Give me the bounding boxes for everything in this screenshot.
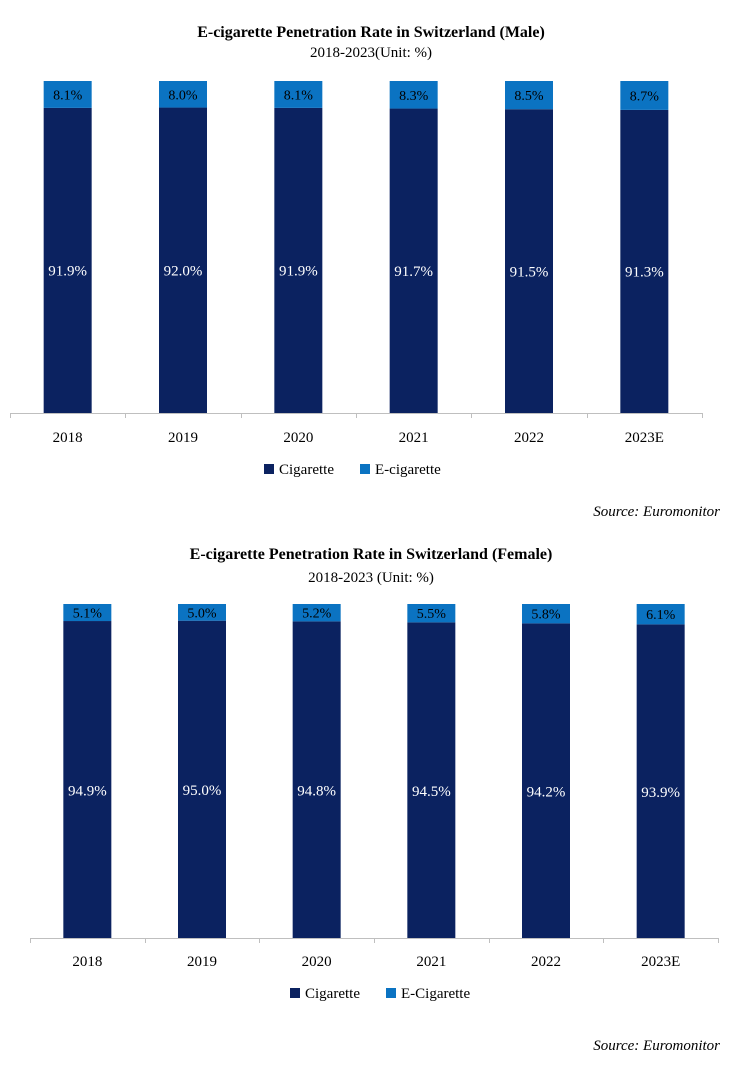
chart1-bar-ecigarette-2019 [159,81,207,108]
chart2-bar-ecigarette-2018 [63,604,112,622]
chart1-x-tick-label-2018: 2018 [53,430,83,446]
chart2-label-cigarette-2018: 94.9% [68,783,107,799]
chart2-bar-ecigarette-2020 [292,604,341,622]
chart2-x-tick-label-2020: 2020 [302,954,332,970]
chart1-legend-swatch-cigarette [264,464,274,474]
chart2-bar-ecigarette-2023E [636,604,685,625]
chart2-legend-swatch-ecigarette [386,988,396,998]
chart2-bar-ecigarette-2021 [407,604,456,623]
chart2-bar-ecigarette-2022 [522,604,570,624]
chart2-title: E-cigarette Penetration Rate in Switzerl… [190,546,553,563]
chart1-label-ecigarette-2019: 8.0% [168,88,198,103]
chart2-x-tick-label-2023E: 2023E [641,954,680,970]
chart1-label-ecigarette-2018: 8.1% [53,88,83,103]
chart1-label-ecigarette-2021: 8.3% [399,89,429,104]
chart1-subtitle: 2018-2023(Unit: %) [310,45,432,61]
chart1-bar-cigarette-2018 [43,107,92,413]
chart1-bar-ecigarette-2023E [620,81,669,110]
chart2-legend-label-ecigarette: E-Cigarette [401,986,470,1002]
chart2-bar-cigarette-2020 [292,621,341,938]
chart1-label-cigarette-2022: 91.5% [510,264,549,280]
chart2-legend-label-cigarette: Cigarette [305,986,360,1002]
chart2-label-ecigarette-2023E: 6.1% [646,608,676,623]
chart1-bar-cigarette-2019 [159,107,207,413]
chart1-label-cigarette-2020: 91.9% [279,264,318,280]
chart1-label-ecigarette-2022: 8.5% [514,89,544,104]
chart1-x-tick-label-2023E: 2023E [625,430,664,446]
chart1-bar-ecigarette-2018 [43,81,92,108]
chart2-bar-cigarette-2021 [407,622,456,938]
chart1-label-ecigarette-2023E: 8.7% [630,89,660,104]
chart1-bar-ecigarette-2022 [505,81,553,110]
chart1-source: Source: Euromonitor [593,504,720,520]
chart2-bar-ecigarette-2019 [178,604,226,621]
chart2-label-cigarette-2022: 94.2% [527,784,566,800]
chart1-title: E-cigarette Penetration Rate in Switzerl… [197,24,545,41]
chart2-x-tick-label-2019: 2019 [187,954,217,970]
chart2-subtitle: 2018-2023 (Unit: %) [308,570,434,586]
chart2-x-tick-label-2022: 2022 [531,954,561,970]
chart1-x-tick-label-2022: 2022 [514,430,544,446]
chart2-source: Source: Euromonitor [593,1038,720,1054]
chart2-x-tick-label-2018: 2018 [72,954,102,970]
chart1-x-tick-label-2019: 2019 [168,430,198,446]
chart1-x-tick-label-2020: 2020 [283,430,313,446]
chart2-label-ecigarette-2018: 5.1% [73,607,103,622]
chart2-legend-swatch-cigarette [290,988,300,998]
chart2-label-ecigarette-2019: 5.0% [187,606,217,621]
chart2-bar-cigarette-2018 [63,621,112,938]
chart1-legend-label-ecigarette: E-cigarette [375,462,441,478]
chart2-label-ecigarette-2020: 5.2% [302,607,332,622]
chart1-legend-swatch-ecigarette [360,464,370,474]
chart2-label-cigarette-2023E: 93.9% [641,785,680,801]
chart1-x-tick-label-2021: 2021 [399,430,429,446]
chart1-label-cigarette-2023E: 91.3% [625,265,664,281]
chart2-label-cigarette-2019: 95.0% [183,783,222,799]
chart2-label-cigarette-2021: 94.5% [412,784,451,800]
chart1-bar-ecigarette-2020 [274,81,323,108]
chart2-label-cigarette-2020: 94.8% [297,784,336,800]
chart1-bar-cigarette-2023E [620,109,669,413]
chart1-bar-cigarette-2022 [505,109,553,413]
chart2-label-ecigarette-2022: 5.8% [531,608,561,623]
chart1-label-cigarette-2021: 91.7% [394,264,433,280]
chart1-bar-cigarette-2020 [274,107,323,413]
chart1-bar-ecigarette-2021 [389,81,438,109]
chart2-bar-cigarette-2022 [522,623,570,938]
chart1-bar-cigarette-2021 [389,108,438,413]
chart2-bar-cigarette-2019 [178,620,226,938]
chart2-x-tick-label-2021: 2021 [416,954,446,970]
chart2-label-ecigarette-2021: 5.5% [417,607,447,622]
chart1-label-ecigarette-2020: 8.1% [284,88,314,103]
chart1-label-cigarette-2019: 92.0% [164,264,203,280]
chart1-label-cigarette-2018: 91.9% [48,264,87,280]
chart2-bar-cigarette-2023E [636,624,685,938]
chart1-legend-label-cigarette: Cigarette [279,462,334,478]
